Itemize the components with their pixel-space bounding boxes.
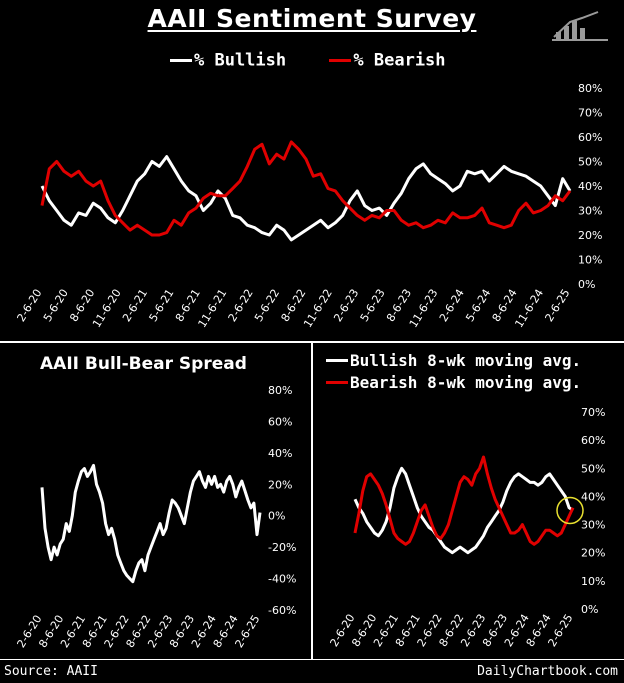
bullish-legend-swatch — [170, 59, 192, 62]
x-tick-label: 5-6-22 — [252, 287, 282, 324]
x-tick-label: 2-6-21 — [120, 287, 150, 324]
y-tick-label: 40% — [578, 180, 602, 193]
y-tick-label: 80% — [268, 384, 292, 397]
y-tick-label: 20% — [581, 547, 605, 560]
y-tick-label: 20% — [268, 478, 292, 491]
y-tick-label: 40% — [268, 447, 292, 460]
y-tick-label: -60% — [268, 604, 296, 617]
y-tick-label: 0% — [268, 510, 285, 523]
x-tick-label: 5-6-23 — [358, 287, 388, 324]
bearish-ma-legend-label: Bearish 8-wk moving avg. — [350, 373, 582, 392]
series-line — [353, 466, 574, 555]
vertical-divider — [311, 341, 313, 659]
y-tick-label: 30% — [581, 519, 605, 532]
series-line — [40, 155, 572, 242]
series-line — [40, 140, 572, 237]
y-tick-label: 10% — [578, 254, 602, 267]
credit-note: DailyChartbook.com — [477, 664, 618, 679]
moving-average-chart: 0%10%20%30%40%50%60%70%2-6-208-6-202-6-2… — [327, 406, 605, 649]
series-line — [353, 455, 575, 546]
y-tick-label: 70% — [581, 406, 605, 419]
bullish-legend-label: % Bullish — [194, 50, 287, 71]
y-tick-label: 20% — [578, 229, 602, 242]
x-tick-label: 2-6-24 — [437, 287, 467, 324]
y-tick-label: 40% — [581, 490, 605, 503]
bar-chart-logo-icon — [552, 11, 608, 41]
top-legend: % Bullish % Bearish — [170, 50, 446, 71]
series-line — [40, 463, 262, 584]
x-tick-label: 5-6-21 — [146, 287, 176, 324]
spread-chart: -60%-40%-20%0%20%40%60%80%2-6-208-6-202-… — [14, 384, 296, 650]
y-tick-label: 50% — [581, 462, 605, 475]
y-tick-label: 70% — [578, 107, 602, 120]
bearish-legend-swatch — [329, 59, 352, 62]
y-tick-label: -20% — [268, 541, 296, 554]
moving-avg-legend: Bullish 8-wk moving avg. Bearish 8-wk mo… — [326, 350, 581, 392]
source-note: Source: AAII — [4, 664, 98, 679]
bearish-ma-legend-swatch — [326, 381, 348, 384]
x-tick-label: 5-6-24 — [463, 287, 493, 324]
y-tick-label: 60% — [268, 415, 292, 428]
y-tick-label: 60% — [578, 131, 602, 144]
bullish-ma-legend-swatch — [326, 359, 348, 362]
x-tick-label: 2-6-22 — [226, 287, 256, 324]
y-tick-label: 60% — [581, 434, 605, 447]
y-tick-label: 0% — [578, 278, 595, 291]
y-tick-label: 0% — [581, 603, 598, 616]
crossover-highlight-circle — [556, 496, 584, 525]
spread-chart-title: AAII Bull-Bear Spread — [40, 354, 247, 374]
x-tick-label: 2-6-25 — [542, 287, 572, 324]
x-tick-label: 5-6-20 — [41, 287, 71, 324]
y-tick-label: 30% — [578, 205, 602, 218]
y-tick-label: 10% — [581, 575, 605, 588]
chart-title: AAII Sentiment Survey — [147, 4, 477, 33]
bullish-ma-legend-label: Bullish 8-wk moving avg. — [350, 351, 582, 370]
bearish-legend-label: % Bearish — [353, 50, 446, 71]
logo-icon — [550, 10, 610, 44]
y-tick-label: 80% — [578, 82, 602, 95]
x-tick-label: 2-6-20 — [14, 287, 44, 324]
bottom-divider — [0, 659, 624, 660]
y-tick-label: -40% — [268, 573, 296, 586]
y-tick-label: 50% — [578, 156, 602, 169]
top-sentiment-chart: 0%10%20%30%40%50%60%70%80%2-6-205-6-208-… — [14, 82, 602, 330]
x-tick-label: 2-6-23 — [331, 287, 361, 324]
